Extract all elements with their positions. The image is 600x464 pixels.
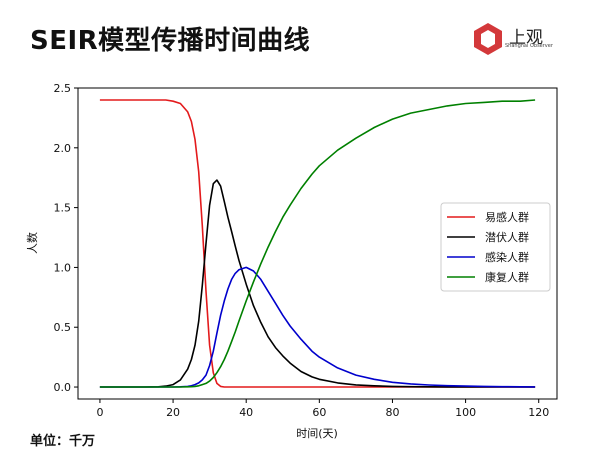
legend-box — [440, 202, 551, 292]
series-line-潜伏人群 — [99, 179, 536, 388]
y-tick-label: 0.5 — [54, 321, 72, 334]
x-tick-label: 60 — [312, 406, 326, 419]
unit-label: 单位：千万 — [30, 434, 96, 449]
legend-label: 易感人群 — [485, 210, 529, 224]
plot-frame — [77, 87, 558, 400]
series-lines — [99, 99, 536, 388]
y-tick-label: 1.0 — [54, 261, 72, 274]
brand-name: 上观 — [509, 28, 543, 48]
brand-hexagon-icon — [474, 23, 502, 55]
brand-subtitle: Shanghai Observer — [505, 43, 553, 49]
legend-label: 康复人群 — [485, 270, 529, 284]
brand-logo: 上观 Shanghai Observer — [471, 22, 581, 56]
y-tick-label: 0.0 — [54, 381, 72, 394]
legend-label: 感染人群 — [485, 250, 529, 264]
x-tick-label: 40 — [239, 406, 253, 419]
x-axis-label: 时间(天) — [296, 427, 338, 440]
x-tick-label: 100 — [455, 406, 476, 419]
y-tick-label: 2.0 — [54, 142, 72, 155]
x-axis-ticks: 0 20 40 60 80 100 120 — [96, 399, 549, 419]
y-axis-ticks: 0.0 0.5 1.0 1.5 2.0 2.5 — [54, 82, 78, 394]
page-title: SEIR模型传播时间曲线 — [30, 26, 311, 56]
y-axis-label: 人数 — [26, 232, 39, 254]
x-tick-label: 80 — [385, 406, 399, 419]
x-tick-label: 20 — [166, 406, 180, 419]
series-line-康复人群 — [99, 99, 536, 388]
y-tick-label: 1.5 — [54, 202, 72, 215]
x-tick-label: 120 — [528, 406, 549, 419]
y-tick-label: 2.5 — [54, 82, 72, 95]
legend-label: 潜伏人群 — [485, 230, 529, 244]
x-tick-label: 0 — [96, 406, 103, 419]
